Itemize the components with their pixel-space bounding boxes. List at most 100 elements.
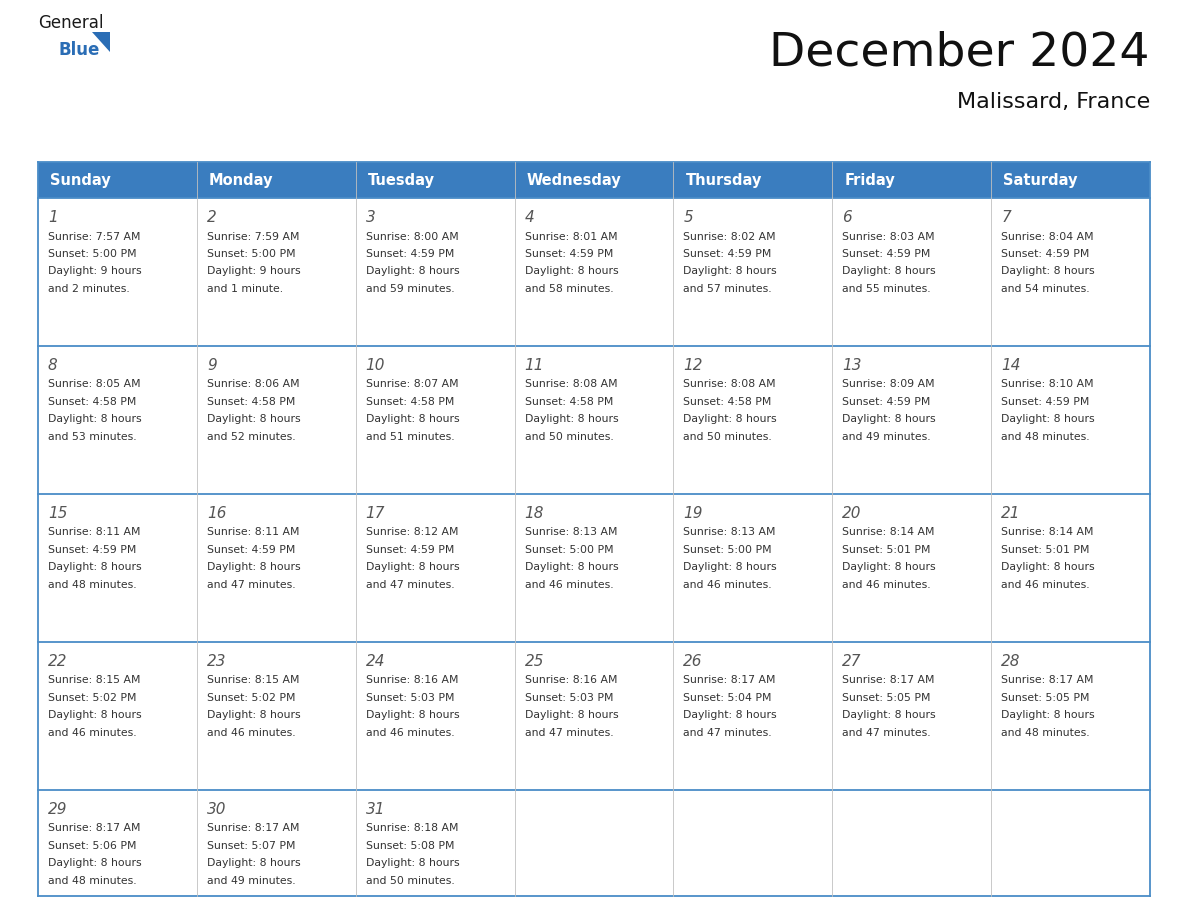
Text: Sunset: 5:04 PM: Sunset: 5:04 PM — [683, 693, 772, 702]
Bar — [197, 789, 355, 896]
Bar — [514, 494, 674, 642]
Bar — [991, 789, 1150, 896]
Text: 15: 15 — [48, 506, 68, 521]
Text: Sunset: 4:59 PM: Sunset: 4:59 PM — [48, 544, 137, 554]
Text: Daylight: 8 hours: Daylight: 8 hours — [366, 414, 460, 424]
Bar — [197, 346, 355, 494]
Bar — [38, 198, 197, 346]
Text: 28: 28 — [1001, 654, 1020, 668]
Text: 23: 23 — [207, 654, 227, 668]
Text: Sunset: 5:03 PM: Sunset: 5:03 PM — [366, 693, 454, 702]
Text: General: General — [38, 14, 103, 32]
Text: 3: 3 — [366, 210, 375, 225]
Text: and 48 minutes.: and 48 minutes. — [1001, 728, 1089, 738]
Text: and 57 minutes.: and 57 minutes. — [683, 284, 772, 294]
Text: 2: 2 — [207, 210, 216, 225]
Text: Sunrise: 8:13 AM: Sunrise: 8:13 AM — [683, 527, 776, 537]
Text: Malissard, France: Malissard, France — [956, 92, 1150, 112]
Text: Saturday: Saturday — [1003, 173, 1078, 187]
Text: and 51 minutes.: and 51 minutes. — [366, 431, 454, 442]
Text: Sunset: 5:06 PM: Sunset: 5:06 PM — [48, 841, 137, 850]
Bar — [833, 642, 991, 789]
Text: Daylight: 8 hours: Daylight: 8 hours — [683, 562, 777, 572]
Bar — [197, 642, 355, 789]
Bar — [833, 494, 991, 642]
Bar — [514, 642, 674, 789]
Text: 11: 11 — [525, 358, 544, 373]
Text: and 46 minutes.: and 46 minutes. — [48, 728, 137, 738]
Text: 17: 17 — [366, 506, 385, 521]
Text: Sunrise: 8:14 AM: Sunrise: 8:14 AM — [1001, 527, 1094, 537]
Text: Sunrise: 8:04 AM: Sunrise: 8:04 AM — [1001, 231, 1094, 241]
Text: Thursday: Thursday — [685, 173, 762, 187]
Text: Daylight: 8 hours: Daylight: 8 hours — [366, 266, 460, 276]
Text: Daylight: 8 hours: Daylight: 8 hours — [48, 858, 141, 868]
Text: Sunrise: 8:16 AM: Sunrise: 8:16 AM — [525, 675, 617, 685]
Text: Daylight: 9 hours: Daylight: 9 hours — [48, 266, 141, 276]
Text: and 46 minutes.: and 46 minutes. — [683, 580, 772, 589]
Bar — [355, 642, 514, 789]
Text: and 46 minutes.: and 46 minutes. — [207, 728, 296, 738]
Text: Sunday: Sunday — [50, 173, 110, 187]
Text: 21: 21 — [1001, 506, 1020, 521]
Text: Sunrise: 8:07 AM: Sunrise: 8:07 AM — [366, 379, 459, 389]
Bar — [991, 198, 1150, 346]
Bar — [38, 162, 197, 198]
Text: Sunrise: 8:16 AM: Sunrise: 8:16 AM — [366, 675, 459, 685]
Text: Sunset: 4:58 PM: Sunset: 4:58 PM — [207, 397, 296, 407]
Text: Daylight: 8 hours: Daylight: 8 hours — [1001, 562, 1095, 572]
Text: Daylight: 8 hours: Daylight: 8 hours — [525, 414, 618, 424]
Text: Daylight: 8 hours: Daylight: 8 hours — [366, 858, 460, 868]
Text: Sunrise: 8:08 AM: Sunrise: 8:08 AM — [683, 379, 776, 389]
Text: Sunset: 4:58 PM: Sunset: 4:58 PM — [525, 397, 613, 407]
Bar — [38, 346, 197, 494]
Text: Sunset: 5:05 PM: Sunset: 5:05 PM — [842, 693, 930, 702]
Text: and 58 minutes.: and 58 minutes. — [525, 284, 613, 294]
Text: 19: 19 — [683, 506, 703, 521]
Text: Sunset: 5:02 PM: Sunset: 5:02 PM — [48, 693, 137, 702]
Bar — [197, 494, 355, 642]
Bar — [514, 198, 674, 346]
Bar — [38, 789, 197, 896]
Text: and 50 minutes.: and 50 minutes. — [366, 876, 455, 886]
Text: Sunset: 4:59 PM: Sunset: 4:59 PM — [1001, 249, 1089, 259]
Text: Sunset: 5:08 PM: Sunset: 5:08 PM — [366, 841, 454, 850]
Bar — [833, 198, 991, 346]
Text: 25: 25 — [525, 654, 544, 668]
Text: Friday: Friday — [845, 173, 895, 187]
Text: Sunrise: 8:17 AM: Sunrise: 8:17 AM — [842, 675, 935, 685]
Bar — [833, 162, 991, 198]
Bar — [674, 494, 833, 642]
Text: Sunrise: 8:12 AM: Sunrise: 8:12 AM — [366, 527, 459, 537]
Text: 30: 30 — [207, 801, 227, 816]
Text: 13: 13 — [842, 358, 861, 373]
Bar — [833, 346, 991, 494]
Bar — [674, 198, 833, 346]
Text: and 2 minutes.: and 2 minutes. — [48, 284, 129, 294]
Text: 6: 6 — [842, 210, 852, 225]
Text: 20: 20 — [842, 506, 861, 521]
Text: Sunset: 4:58 PM: Sunset: 4:58 PM — [366, 397, 454, 407]
Text: 14: 14 — [1001, 358, 1020, 373]
Text: Daylight: 8 hours: Daylight: 8 hours — [842, 711, 936, 720]
Text: Sunrise: 8:03 AM: Sunrise: 8:03 AM — [842, 231, 935, 241]
Text: Sunset: 5:03 PM: Sunset: 5:03 PM — [525, 693, 613, 702]
Text: 10: 10 — [366, 358, 385, 373]
Text: Sunset: 4:58 PM: Sunset: 4:58 PM — [683, 397, 772, 407]
Text: Sunset: 5:00 PM: Sunset: 5:00 PM — [525, 544, 613, 554]
Text: Daylight: 8 hours: Daylight: 8 hours — [683, 711, 777, 720]
Text: Sunset: 4:59 PM: Sunset: 4:59 PM — [1001, 397, 1089, 407]
Text: Sunrise: 8:01 AM: Sunrise: 8:01 AM — [525, 231, 618, 241]
Text: Daylight: 8 hours: Daylight: 8 hours — [842, 414, 936, 424]
Text: Daylight: 8 hours: Daylight: 8 hours — [842, 562, 936, 572]
Bar — [514, 346, 674, 494]
Bar — [197, 162, 355, 198]
Bar — [197, 198, 355, 346]
Text: Monday: Monday — [209, 173, 273, 187]
Text: and 50 minutes.: and 50 minutes. — [525, 431, 613, 442]
Text: Sunset: 5:01 PM: Sunset: 5:01 PM — [1001, 544, 1089, 554]
Text: 8: 8 — [48, 358, 58, 373]
Bar — [38, 494, 197, 642]
Text: and 46 minutes.: and 46 minutes. — [1001, 580, 1089, 589]
Text: and 50 minutes.: and 50 minutes. — [683, 431, 772, 442]
